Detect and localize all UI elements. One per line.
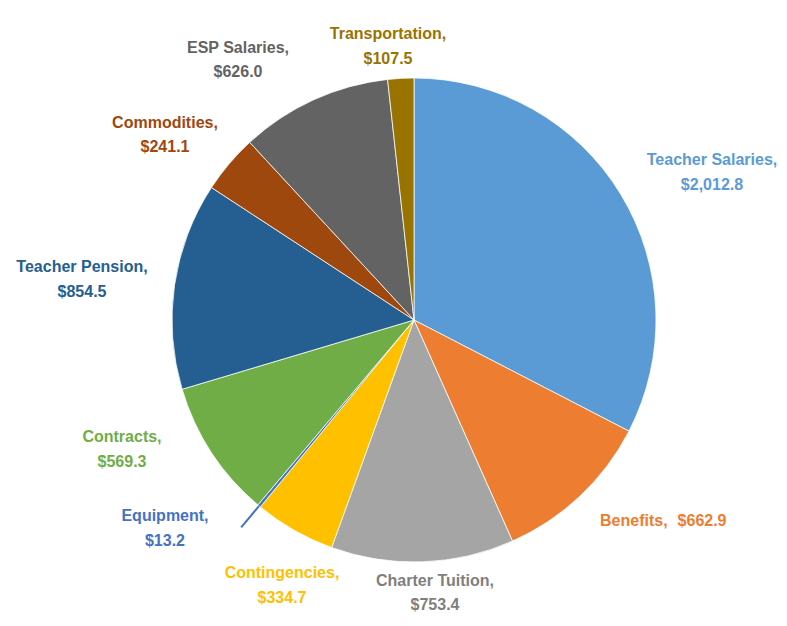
value-label: $569.3 bbox=[98, 453, 147, 470]
leader-line bbox=[241, 506, 259, 528]
data-label: Benefits, $662.9 bbox=[600, 512, 727, 529]
chart: Teacher Salaries, $2,012.8 Benefits, $662.9… bbox=[0, 0, 787, 626]
value-label: $662.9 bbox=[678, 512, 727, 529]
pie-slice bbox=[388, 78, 414, 320]
category-label: Transportation, bbox=[330, 25, 446, 42]
category-label: Teacher Salaries, bbox=[647, 151, 777, 168]
category-label: Teacher Pension, bbox=[16, 258, 147, 275]
value-label: $626.0 bbox=[214, 63, 263, 80]
value-label: $753.4 bbox=[411, 596, 460, 613]
pie bbox=[172, 78, 656, 562]
value-label: $334.7 bbox=[258, 589, 307, 606]
category-label: Commodities, bbox=[112, 114, 218, 131]
category-label: Contingencies, bbox=[225, 564, 340, 581]
category-label: Benefits, bbox=[600, 512, 668, 529]
value-label: $241.1 bbox=[141, 138, 190, 155]
pie-slice bbox=[250, 79, 414, 320]
category-label: ESP Salaries, bbox=[187, 39, 289, 56]
category-label: Equipment, bbox=[121, 507, 208, 524]
value-label: $2,012.8 bbox=[681, 176, 743, 193]
category-label: Charter Tuition, bbox=[376, 572, 494, 589]
category-label: Contracts, bbox=[82, 428, 161, 445]
value-label: $13.2 bbox=[145, 532, 185, 549]
value-label: $107.5 bbox=[364, 50, 413, 67]
data-labels: Teacher Salaries, $2,012.8 Benefits, $662.9… bbox=[16, 25, 777, 613]
value-label: $854.5 bbox=[58, 283, 107, 300]
